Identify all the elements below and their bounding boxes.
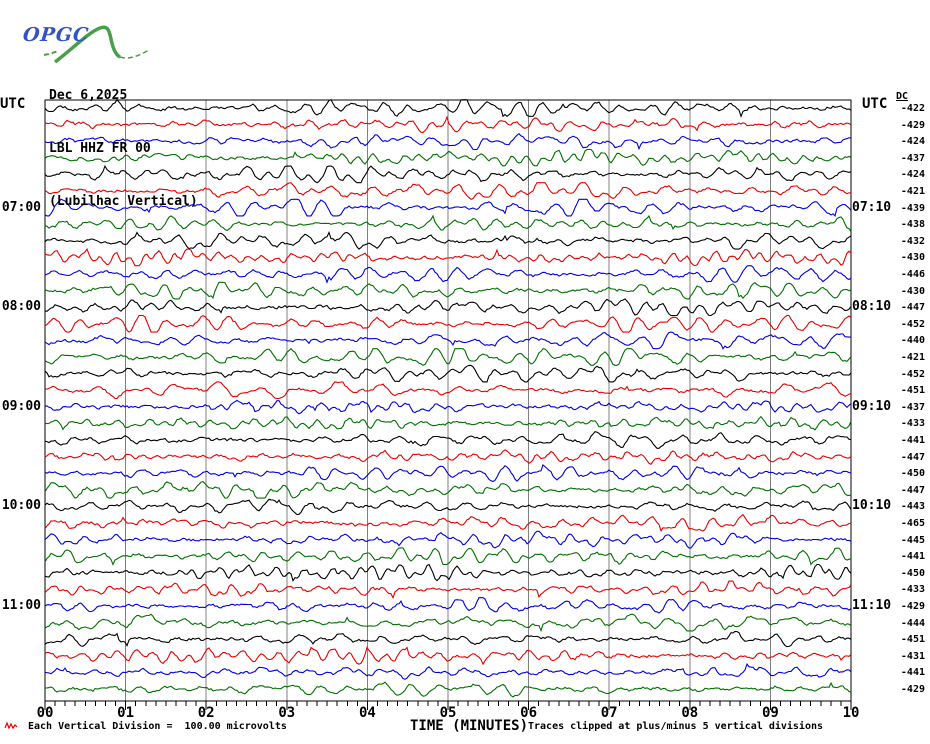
dc-value: -465: [900, 518, 925, 529]
header-description: (Lubilhac Vertical): [49, 194, 198, 209]
dc-value: -432: [900, 235, 925, 247]
dc-value: -421: [900, 352, 925, 363]
scale-note: Each Vertical Division = 100.00 microvol…: [28, 721, 287, 732]
dc-value: -445: [900, 534, 925, 546]
dc-value: -446: [900, 269, 925, 280]
dc-value: -437: [900, 401, 925, 413]
dc-value: -451: [900, 385, 925, 397]
dc-value: -447: [900, 451, 925, 463]
dc-value: -429: [900, 119, 925, 131]
right-time-label: 07:10: [852, 199, 892, 215]
dc-value: -430: [900, 252, 925, 264]
left-time-label: 07:00: [1, 199, 41, 215]
dc-value: -424: [900, 169, 925, 181]
left-time-label: 09:00: [1, 398, 41, 414]
dc-value: -450: [900, 468, 925, 480]
right-time-label: 08:10: [852, 299, 892, 315]
dc-value: -444: [900, 617, 925, 629]
x-axis-tick-label: 07: [600, 705, 618, 721]
x-axis-tick-label: 01: [117, 705, 135, 721]
dc-value: -433: [900, 584, 925, 596]
dc-value: -439: [900, 202, 925, 214]
header-date: Dec 6,2025: [49, 88, 128, 103]
right-time-label: 11:10: [852, 598, 892, 613]
dc-value: -437: [900, 152, 925, 164]
x-axis-tick-label: 08: [681, 705, 699, 721]
dc-value: -447: [900, 484, 925, 496]
x-axis-tick-label: 10: [842, 705, 860, 721]
dc-value: -451: [900, 634, 925, 646]
x-axis-tick-label: 06: [520, 705, 538, 721]
dc-value: -447: [900, 302, 925, 314]
x-axis-tick-label: 09: [761, 705, 779, 721]
dc-value: -452: [900, 368, 925, 380]
utc-label-right: UTC: [862, 96, 888, 112]
dc-value: -438: [900, 219, 925, 231]
dc-value: -440: [900, 335, 925, 347]
x-axis-tick-label: 05: [439, 705, 457, 721]
utc-label-left: UTC: [0, 96, 26, 112]
dc-value: -424: [900, 136, 925, 148]
x-axis-tick-label: 03: [278, 705, 296, 721]
header: Dec 6,2025 LBL HHZ FR 00 (Lubilhac Verti…: [49, 50, 198, 247]
dc-value: -429: [900, 684, 925, 695]
dc-value: -450: [900, 567, 925, 579]
dc-value: -441: [900, 551, 925, 563]
dc-value: -421: [900, 186, 925, 197]
dc-value: -422: [900, 103, 925, 114]
x-axis-tick-label: 00: [36, 705, 54, 721]
right-time-label: 10:10: [852, 498, 892, 514]
header-station: LBL HHZ FR 00: [49, 141, 151, 156]
dc-value: -433: [900, 418, 925, 430]
right-time-label: 09:10: [852, 398, 892, 414]
dc-value: -431: [900, 650, 925, 662]
dc-value: -443: [900, 501, 925, 513]
dc-column-header: DC: [896, 91, 909, 102]
left-time-label: 08:00: [1, 299, 41, 315]
left-time-label: 11:00: [1, 598, 41, 613]
dc-value: -429: [900, 601, 925, 612]
left-time-label: 10:00: [1, 498, 41, 514]
x-axis-tick-label: 04: [358, 705, 376, 721]
logo-text: OPGC: [21, 24, 91, 46]
dc-value: -430: [900, 285, 925, 297]
clip-note: Traces clipped at plus/minus 5 vertical …: [528, 721, 824, 732]
dc-value: -441: [900, 435, 925, 446]
dc-value: -441: [900, 667, 925, 679]
dc-value: -452: [900, 318, 925, 330]
logo-mountain-curve-icon: [43, 25, 149, 64]
x-axis-title: TIME (MINUTES): [410, 718, 529, 734]
opgc-logo: OPGC: [2, 2, 149, 64]
x-axis-tick-label: 02: [197, 705, 215, 721]
